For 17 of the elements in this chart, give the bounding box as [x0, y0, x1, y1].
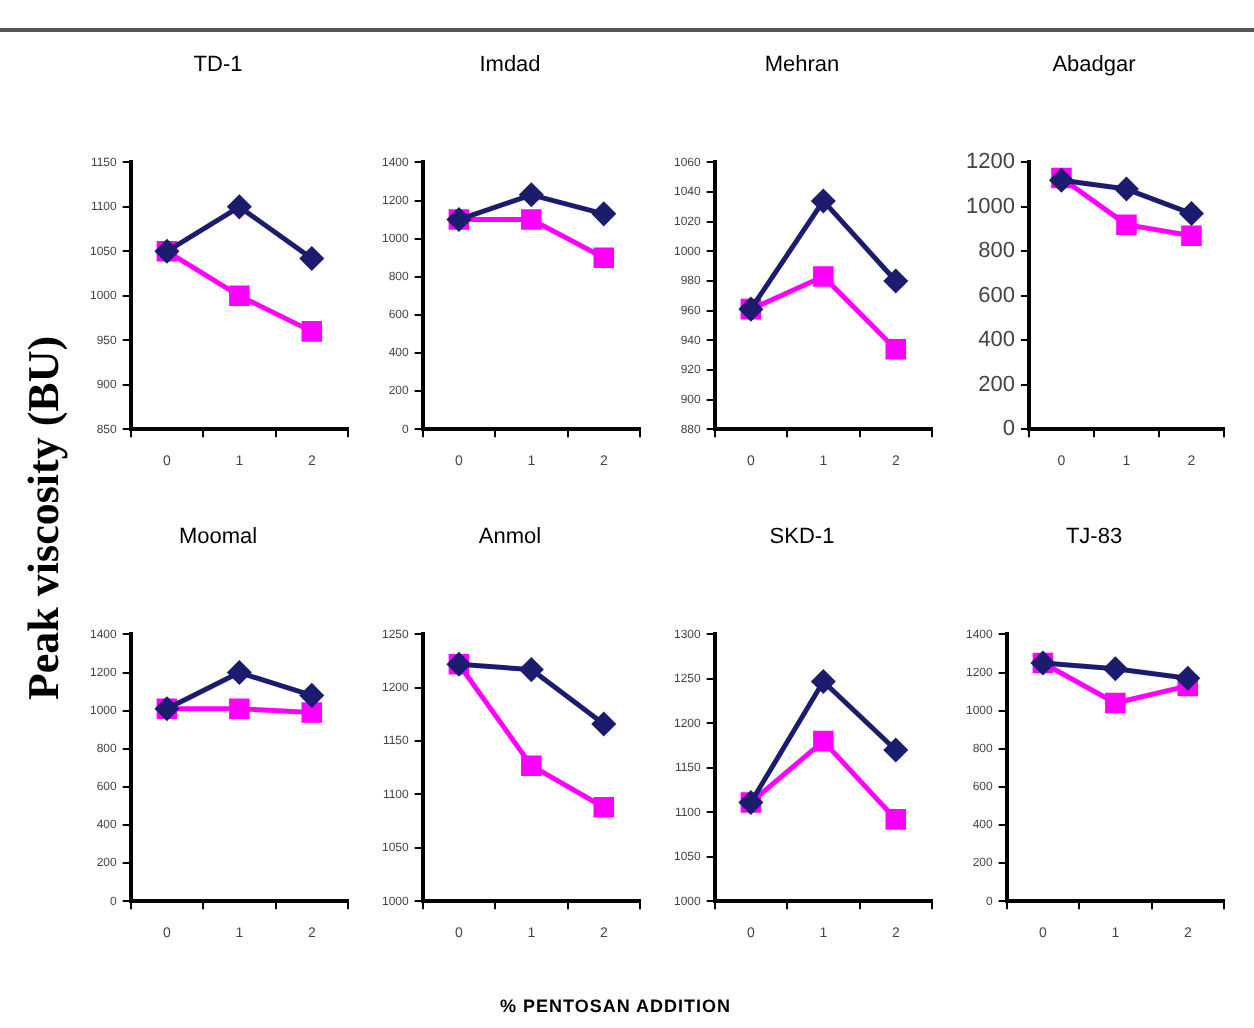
chart-title: TJ-83	[1065, 525, 1123, 550]
y-tick-label: 200	[978, 372, 1015, 397]
chart-title: SKD-1	[769, 525, 835, 550]
chart-title: Abadgar	[1052, 53, 1137, 78]
chart-title: TD-1	[193, 53, 243, 78]
y-axis-title: Peak viscosity (BU)	[18, 333, 70, 705]
y-tick-label: 0	[1002, 417, 1015, 442]
x-axis-title: % PENTOSAN ADDITION	[500, 996, 732, 1016]
chart-title: Anmol	[478, 525, 542, 550]
y-tick-label: 600	[978, 283, 1015, 308]
y-tick-label: 800	[978, 239, 1015, 264]
chart-title: Mehran	[764, 53, 840, 78]
y-tick-label: 1200	[965, 150, 1015, 175]
y-tick-label: 400	[978, 328, 1015, 353]
chart-title: Imdad	[479, 53, 541, 78]
y-tick-label: 1000	[965, 194, 1015, 219]
chart-title: Moomal	[178, 525, 258, 550]
